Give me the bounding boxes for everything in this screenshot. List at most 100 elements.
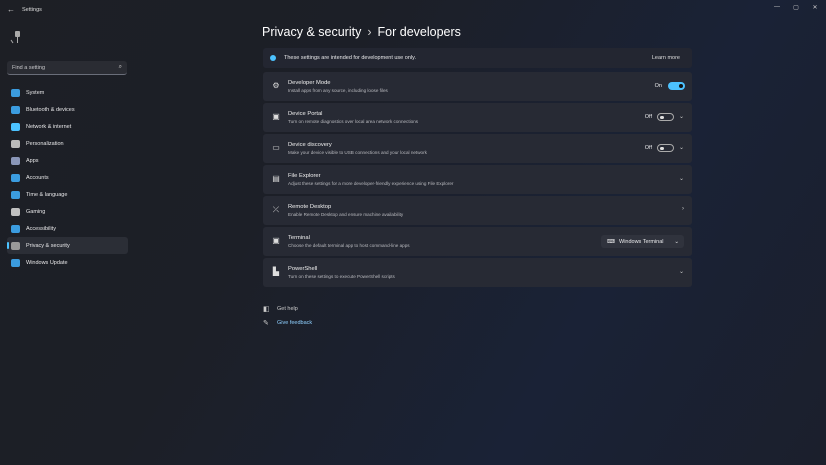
file-explorer-icon: ▤ xyxy=(272,174,280,183)
sidebar-item-apps[interactable]: Apps xyxy=(7,152,128,169)
back-button[interactable]: ← xyxy=(7,5,15,14)
help-icon: ◧ xyxy=(263,306,270,313)
personalization-icon xyxy=(11,139,20,148)
dev-info-banner: These settings are intended for developm… xyxy=(263,48,692,68)
get-help-label: Get help xyxy=(277,306,298,312)
terminal-icon: ▣ xyxy=(272,236,280,245)
setting-title: Remote Desktop xyxy=(288,204,332,210)
sidebar-item-accessibility[interactable]: Accessibility xyxy=(7,220,128,237)
sidebar-item-label: Accounts xyxy=(26,174,49,181)
search-placeholder: Find a setting xyxy=(12,65,46,71)
device-portal-toggle[interactable] xyxy=(657,113,674,121)
page-title: For developers xyxy=(377,25,461,39)
privacy-security-icon xyxy=(11,241,20,250)
learn-more-link[interactable]: Learn more xyxy=(651,55,680,61)
setting-title: Developer Mode xyxy=(288,80,331,86)
sidebar-item-label: System xyxy=(26,89,45,96)
sidebar-item-windows-update[interactable]: Windows Update xyxy=(7,254,128,271)
sidebar-item-accounts[interactable]: Accounts xyxy=(7,169,128,186)
developer-mode-toggle[interactable] xyxy=(668,82,685,90)
sidebar-item-label: Time & language xyxy=(26,191,68,198)
device-discovery-toggle[interactable] xyxy=(657,144,674,152)
minimize-button[interactable]: — xyxy=(774,4,780,10)
setting-title: Terminal xyxy=(288,235,310,241)
banner-text: These settings are intended for developm… xyxy=(284,55,416,61)
search-input[interactable]: Find a setting ⌕ xyxy=(7,61,127,75)
bluetooth-devices-icon xyxy=(11,105,20,114)
info-icon xyxy=(270,55,276,61)
chevron-down-icon[interactable]: ⌄ xyxy=(678,114,684,120)
windows-update-icon xyxy=(11,258,20,267)
setting-row-remote-desktop[interactable]: ⤫ Remote Desktop Enable Remote Desktop a… xyxy=(263,196,692,225)
toggle-state: On xyxy=(654,83,662,89)
sidebar-item-privacy-security[interactable]: Privacy & security xyxy=(7,237,128,254)
sidebar-item-personalization[interactable]: Personalization xyxy=(7,135,128,152)
device-discovery-icon: ▭ xyxy=(272,143,280,152)
give-feedback-label: Give feedback xyxy=(277,320,313,326)
breadcrumb-parent[interactable]: Privacy & security xyxy=(262,25,362,39)
toggle-state: Off xyxy=(644,114,652,120)
sidebar-item-gaming[interactable]: Gaming xyxy=(7,203,128,220)
developer-mode-icon: ⚙ xyxy=(272,81,280,90)
chevron-down-icon[interactable]: ⌄ xyxy=(678,269,684,275)
breadcrumb-separator: › xyxy=(367,25,372,39)
setting-title: Device discovery xyxy=(288,142,332,148)
setting-row-file-explorer[interactable]: ▤ File Explorer Adjust these settings fo… xyxy=(263,165,692,194)
toggle-state: Off xyxy=(644,145,652,151)
setting-row-terminal[interactable]: ▣ Terminal Choose the default terminal a… xyxy=(263,227,692,256)
setting-title: File Explorer xyxy=(288,173,321,179)
setting-row-device-portal[interactable]: ▣ Device Portal Turn on remote diagnosti… xyxy=(263,103,692,132)
sidebar-item-label: Apps xyxy=(26,157,39,164)
close-button[interactable]: ✕ xyxy=(812,5,818,11)
sidebar-item-label: Personalization xyxy=(26,140,64,147)
maximize-button[interactable]: ▢ xyxy=(793,5,799,11)
setting-description: Make your device visible to USB connecti… xyxy=(288,150,427,155)
sidebar-item-label: Network & internet xyxy=(26,123,72,130)
setting-row-powershell[interactable]: ▙ PowerShell Turn on these settings to e… xyxy=(263,258,692,287)
network-internet-icon xyxy=(11,122,20,131)
sidebar-item-network-internet[interactable]: Network & internet xyxy=(7,118,128,135)
dropdown-value: Windows Terminal xyxy=(619,239,664,245)
sidebar-item-label: Privacy & security xyxy=(26,242,70,249)
sidebar-item-label: Bluetooth & devices xyxy=(26,106,75,113)
setting-row-device-discovery[interactable]: ▭ Device discovery Make your device visi… xyxy=(263,134,692,163)
setting-description: Turn on remote diagnostics over local ar… xyxy=(288,119,419,124)
title-bar: ← Settings — ▢ ✕ xyxy=(0,0,826,20)
avatar[interactable] xyxy=(9,30,23,46)
setting-description: Install apps from any source, including … xyxy=(288,88,388,93)
gaming-icon xyxy=(11,207,20,216)
setting-title: PowerShell xyxy=(288,266,318,272)
setting-row-developer-mode[interactable]: ⚙ Developer Mode Install apps from any s… xyxy=(263,72,692,101)
sidebar-item-label: Accessibility xyxy=(26,225,56,232)
get-help-link[interactable]: ◧ Get help xyxy=(263,302,312,316)
chevron-down-icon[interactable]: ⌄ xyxy=(678,145,684,151)
powershell-icon: ▙ xyxy=(272,267,280,276)
accounts-icon xyxy=(11,173,20,182)
sidebar-item-label: Windows Update xyxy=(26,259,68,266)
setting-title: Device Portal xyxy=(288,111,323,117)
time-language-icon xyxy=(11,190,20,199)
give-feedback-link[interactable]: ✎ Give feedback xyxy=(263,316,312,330)
sidebar-item-bluetooth-devices[interactable]: Bluetooth & devices xyxy=(7,101,128,118)
accessibility-icon xyxy=(11,224,20,233)
device-portal-icon: ▣ xyxy=(272,112,280,121)
sidebar-nav: System Bluetooth & devices Network & inter… xyxy=(7,84,128,271)
sidebar-item-label: Gaming xyxy=(26,208,46,215)
search-icon: ⌕ xyxy=(118,64,122,70)
setting-description: Adjust these settings for a more develop… xyxy=(288,181,454,186)
breadcrumb: Privacy & security › For developers xyxy=(262,25,461,39)
terminal-dropdown[interactable]: ⌨ Windows Terminal ⌄ xyxy=(601,235,684,248)
chevron-down-icon[interactable]: ⌄ xyxy=(678,176,684,182)
sidebar-item-time-language[interactable]: Time & language xyxy=(7,186,128,203)
setting-description: Choose the default terminal app to host … xyxy=(288,243,410,248)
sidebar-item-system[interactable]: System xyxy=(7,84,128,101)
app-title: Settings xyxy=(22,7,42,13)
remote-desktop-icon: ⤫ xyxy=(272,205,280,214)
chevron-down-icon: ⌄ xyxy=(674,239,679,245)
system-icon xyxy=(11,88,20,97)
feedback-icon: ✎ xyxy=(263,320,269,327)
setting-description: Enable Remote Desktop and ensure machine… xyxy=(288,212,404,217)
apps-icon xyxy=(11,156,20,165)
setting-description: Turn on these settings to execute PowerS… xyxy=(288,274,395,279)
chevron-right-icon[interactable]: › xyxy=(682,206,684,212)
